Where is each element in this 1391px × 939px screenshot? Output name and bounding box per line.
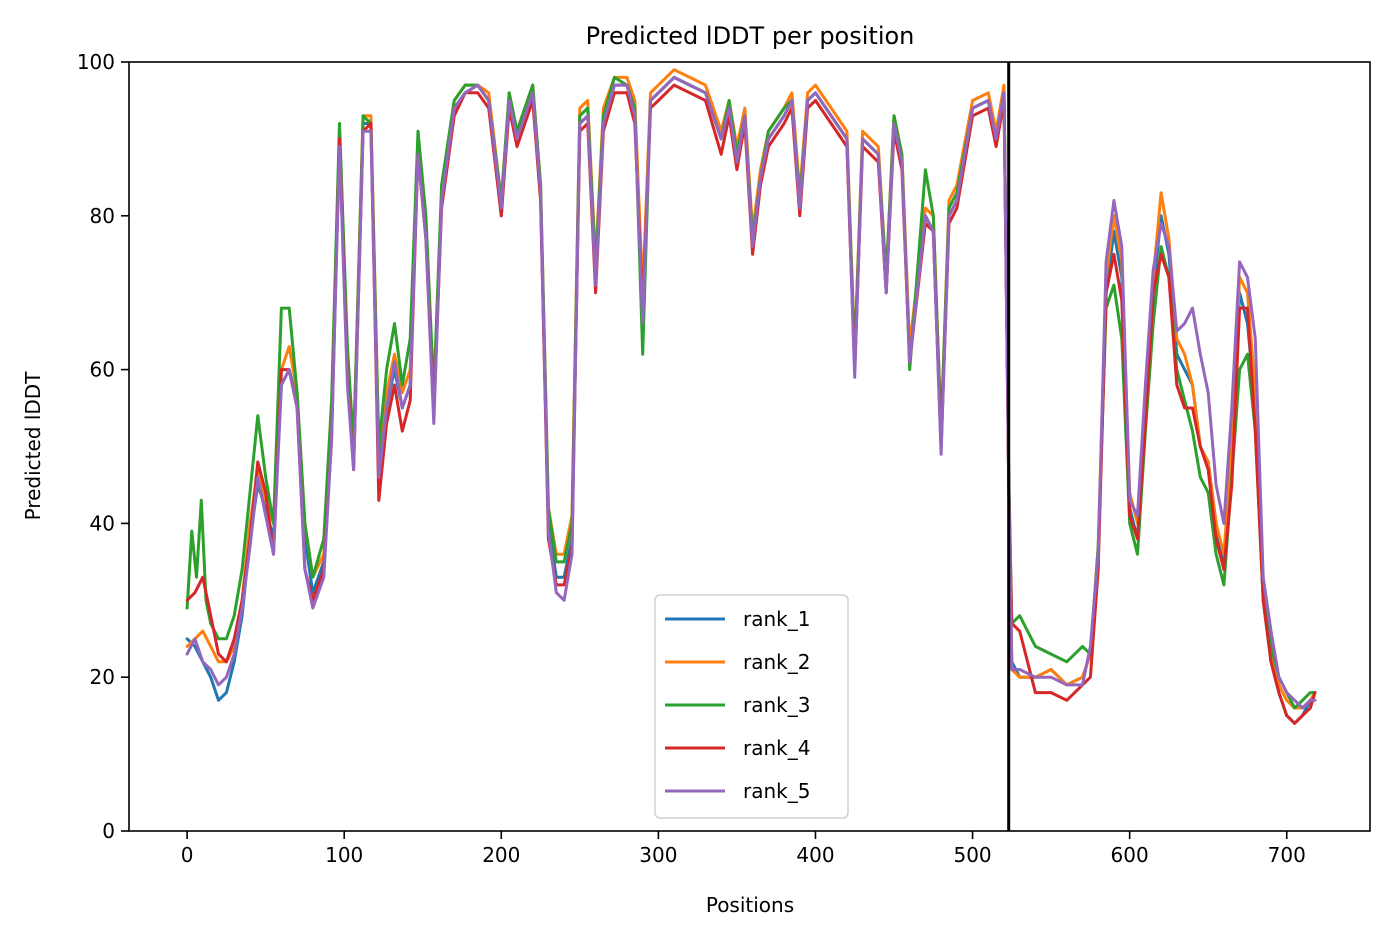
y-tick-label: 80 [90, 204, 115, 228]
x-tick-label: 700 [1268, 843, 1306, 867]
x-tick-label: 200 [482, 843, 520, 867]
y-tick-label: 20 [90, 665, 115, 689]
series-line-rank_5 [185, 75, 1317, 710]
x-tick-label: 0 [181, 843, 194, 867]
y-ticks: 0 20 40 60 80 100 [77, 50, 129, 843]
legend-label-rank_2: rank_2 [743, 650, 810, 674]
y-tick-label: 0 [102, 819, 115, 843]
legend: rank_1 rank_2 rank_3 rank_4 rank_5 [654, 594, 849, 819]
chart-title: Predicted lDDT per position [586, 22, 915, 50]
legend-label-rank_4: rank_4 [743, 736, 810, 760]
y-axis-label: Predicted lDDT [21, 371, 45, 521]
x-tick-label: 300 [639, 843, 677, 867]
x-tick-label: 600 [1111, 843, 1149, 867]
plot-frame [128, 61, 1371, 832]
x-tick-label: 100 [325, 843, 363, 867]
legend-label-rank_3: rank_3 [743, 693, 810, 717]
legend-box [654, 594, 849, 819]
x-ticks: 0 100 200 300 400 500 600 700 [181, 831, 1306, 867]
x-tick-label: 400 [796, 843, 834, 867]
y-tick-label: 60 [90, 358, 115, 382]
legend-label-rank_5: rank_5 [743, 779, 810, 803]
plot-lines [185, 68, 1317, 725]
y-tick-label: 40 [90, 511, 115, 535]
y-tick-label: 100 [77, 50, 115, 74]
x-axis-label: Positions [706, 893, 794, 917]
x-tick-label: 500 [953, 843, 991, 867]
legend-label-rank_1: rank_1 [743, 607, 810, 631]
